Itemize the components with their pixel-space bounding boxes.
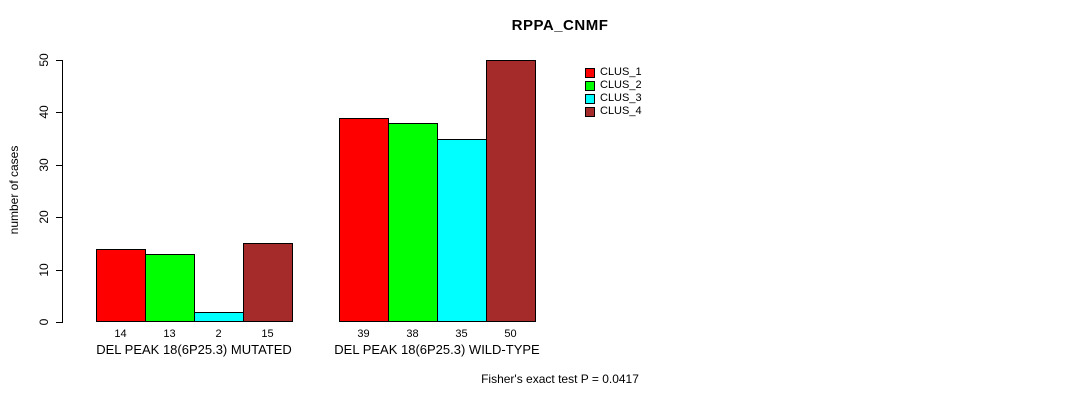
bar-value-label: 50 [504, 328, 517, 340]
legend-item: CLUS_4 [585, 105, 642, 118]
bar-clus_2 [388, 122, 438, 322]
bar-value-label: 14 [114, 328, 127, 340]
bar-clus_4 [486, 60, 536, 322]
y-axis-tick-label: 50 [37, 53, 51, 67]
category-label: DEL PEAK 18(6P25.3) WILD-TYPE [334, 342, 540, 357]
bar-value-label: 39 [357, 328, 370, 340]
y-axis-tick [56, 217, 62, 219]
y-axis-tick [56, 164, 62, 166]
bar-clus_3 [437, 138, 487, 322]
y-axis-tick-label: 10 [37, 262, 51, 277]
y-axis-tick-label: 40 [37, 105, 51, 120]
chart-title: RPPA_CNMF [511, 17, 609, 34]
legend-label: CLUS_3 [600, 92, 642, 104]
legend-item: CLUS_3 [585, 92, 642, 105]
annotation-fishers-test: Fisher's exact test P = 0.0417 [481, 372, 639, 386]
bar-value-label: 35 [455, 328, 468, 340]
y-axis-tick [56, 60, 62, 61]
legend-swatch-icon [585, 93, 595, 104]
y-axis-tick [56, 112, 62, 114]
bar-value-label: 38 [406, 328, 419, 340]
y-axis-tick-label: 30 [37, 158, 51, 172]
bar-clus_4 [243, 243, 293, 322]
legend-swatch-icon [585, 67, 595, 78]
bar-clus_3 [194, 311, 244, 322]
bar-clus_1 [96, 248, 146, 322]
bar-clus_1 [339, 117, 389, 322]
legend-item: CLUS_1 [585, 66, 642, 79]
bar-value-label: 13 [163, 328, 176, 340]
legend-swatch-icon [585, 106, 595, 117]
y-axis-line [62, 60, 63, 323]
y-axis-tick-label: 0 [37, 318, 51, 326]
legend-label: CLUS_4 [600, 105, 642, 117]
bar-value-label: 15 [261, 328, 274, 340]
y-axis-tick [56, 322, 62, 323]
legend: CLUS_1 CLUS_2 CLUS_3 CLUS_4 [585, 66, 642, 118]
legend-label: CLUS_2 [600, 79, 642, 91]
category-label: DEL PEAK 18(6P25.3) MUTATED [96, 342, 292, 357]
y-axis-tick-label: 20 [37, 210, 51, 224]
legend-item: CLUS_2 [585, 79, 642, 92]
y-axis-tick [56, 269, 62, 271]
y-axis-label: number of cases [7, 145, 21, 235]
bar-clus_2 [145, 253, 195, 322]
legend-label: CLUS_1 [600, 66, 642, 78]
bar-value-label: 2 [215, 328, 222, 340]
legend-swatch-icon [585, 80, 595, 91]
